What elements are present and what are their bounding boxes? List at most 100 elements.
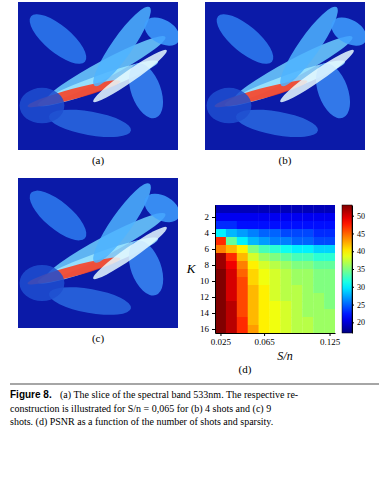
caption-line: shots. (d) PSNR as a function of the num… bbox=[10, 416, 273, 428]
tick-label: 0.065 bbox=[254, 337, 275, 347]
heatmap-cell bbox=[259, 261, 270, 269]
heatmap-cell bbox=[248, 261, 259, 269]
heatmap-cell bbox=[302, 309, 313, 317]
tick-mark bbox=[352, 269, 354, 270]
heatmap-cell bbox=[270, 301, 281, 309]
heatmap-cell bbox=[302, 253, 313, 261]
caption-line: construction is illustrated for S/n = 0,… bbox=[10, 403, 271, 415]
heatmap-cell bbox=[215, 277, 226, 285]
heatmap-cell bbox=[280, 309, 291, 317]
heatmap-cell bbox=[270, 245, 281, 253]
heatmap-cell bbox=[280, 285, 291, 293]
heatmap-cell bbox=[259, 213, 270, 221]
tick-label: 12 bbox=[200, 292, 209, 302]
heatmap-cell bbox=[215, 309, 226, 317]
heatmap-cell bbox=[226, 285, 237, 293]
heatmap-cell bbox=[280, 245, 291, 253]
heatmap-cell bbox=[215, 221, 226, 229]
tick: 14 bbox=[200, 308, 215, 318]
tick-label: 16 bbox=[200, 324, 210, 334]
heatmap-cell bbox=[248, 245, 259, 253]
heatmap-cell bbox=[259, 253, 270, 261]
figure: (a)(b)(c)0.0250.0650.125246810121416S/nK… bbox=[0, 0, 389, 497]
heatmap-cell bbox=[291, 261, 302, 269]
heatmap-cell bbox=[270, 317, 281, 325]
heatmap-cells bbox=[215, 205, 335, 333]
x-axis-title: S/n bbox=[277, 349, 292, 363]
heatmap-cell bbox=[302, 301, 313, 309]
leaf bbox=[22, 6, 93, 72]
heatmap-cell bbox=[324, 245, 335, 253]
tick-mark bbox=[212, 233, 215, 234]
spectral-image bbox=[18, 178, 178, 328]
heatmap-cell bbox=[248, 325, 259, 333]
heatmap-cell bbox=[259, 245, 270, 253]
heatmap-cell bbox=[313, 253, 324, 261]
heatmap-cell bbox=[291, 221, 302, 229]
tick: 10 bbox=[200, 276, 215, 286]
heatmap-cell bbox=[302, 245, 313, 253]
heatmap-cell bbox=[291, 325, 302, 333]
heatmap-cell bbox=[291, 269, 302, 277]
tick: 40 bbox=[352, 247, 365, 256]
heatmap-cell bbox=[313, 205, 324, 213]
heatmap-cell bbox=[248, 293, 259, 301]
heatmap-cell bbox=[270, 261, 281, 269]
panel-label: (d) bbox=[239, 363, 252, 376]
heatmap-cell bbox=[248, 237, 259, 245]
heatmap-cell bbox=[237, 301, 248, 309]
heatmap-cell bbox=[248, 317, 259, 325]
tick-mark bbox=[352, 233, 354, 234]
tick-label: 6 bbox=[205, 244, 210, 254]
caption-rule bbox=[10, 384, 379, 385]
leaf bbox=[326, 12, 365, 52]
tick-mark bbox=[212, 297, 215, 298]
heatmap-cell bbox=[280, 261, 291, 269]
heatmap-cell bbox=[280, 293, 291, 301]
heatmap-cell bbox=[237, 221, 248, 229]
heatmap-cell bbox=[248, 221, 259, 229]
tick-label: 30 bbox=[357, 283, 365, 292]
heatmap-cell bbox=[291, 253, 302, 261]
heatmap-cell bbox=[302, 293, 313, 301]
heatmap-cell bbox=[237, 277, 248, 285]
tick-mark bbox=[352, 251, 354, 252]
heatmap-cell bbox=[248, 253, 259, 261]
heatmap-cell bbox=[215, 237, 226, 245]
heatmap-cell bbox=[313, 261, 324, 269]
tick-label: 25 bbox=[357, 301, 365, 310]
heatmap-cell bbox=[259, 285, 270, 293]
tick-label: 0.125 bbox=[320, 337, 341, 347]
tick-mark bbox=[212, 313, 215, 314]
heatmap-cell bbox=[313, 301, 324, 309]
tick-mark bbox=[352, 322, 354, 323]
heatmap-cell bbox=[302, 317, 313, 325]
heatmap-cell bbox=[226, 301, 237, 309]
heatmap-cell bbox=[270, 293, 281, 301]
tick: 20 bbox=[352, 318, 365, 327]
heatmap-cell bbox=[291, 213, 302, 221]
caption-label: Figure 8. bbox=[10, 389, 52, 400]
heatmap-cell bbox=[302, 221, 313, 229]
heatmap-cell bbox=[302, 277, 313, 285]
heatmap-cell bbox=[291, 229, 302, 237]
tick: 2 bbox=[205, 212, 216, 222]
heatmap-cell bbox=[280, 221, 291, 229]
tick-label: 8 bbox=[205, 260, 210, 270]
heatmap-cell bbox=[324, 205, 335, 213]
heatmap-cell bbox=[237, 205, 248, 213]
heatmap-cell bbox=[302, 285, 313, 293]
heatmap-cell bbox=[259, 205, 270, 213]
heatmap-cell bbox=[226, 213, 237, 221]
spectral-image bbox=[205, 2, 365, 150]
heatmap-cell bbox=[226, 317, 237, 325]
tick-mark bbox=[212, 249, 215, 250]
heatmap-cell bbox=[324, 317, 335, 325]
tick: 0.025 bbox=[211, 333, 232, 347]
heatmap-cell bbox=[237, 309, 248, 317]
heatmap-cell bbox=[302, 229, 313, 237]
tick-mark bbox=[212, 265, 215, 266]
heatmap-cell bbox=[270, 213, 281, 221]
heatmap-cell bbox=[248, 277, 259, 285]
heatmap-cell bbox=[280, 253, 291, 261]
